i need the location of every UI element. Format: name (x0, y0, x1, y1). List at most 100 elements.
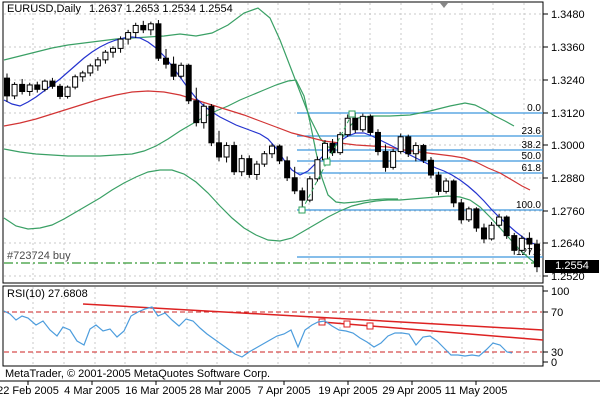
candle-bearish (299, 190, 306, 201)
candle-bearish (215, 142, 222, 158)
fib-level-label: 38.2 (522, 140, 542, 151)
candle-bullish (465, 208, 472, 221)
candle-bearish (291, 177, 298, 192)
candle-bearish (473, 208, 480, 229)
chart-shift-marker-icon (440, 3, 448, 8)
trendline-drag-handle[interactable] (366, 322, 374, 330)
candle-bearish (405, 136, 412, 155)
fib-level-label: 61.8 (522, 163, 542, 174)
chart-ohlc-values: 1.2637 1.2653 1.2534 1.2554 (88, 3, 233, 15)
date-axis-label: 4 Mar 2005 (64, 385, 120, 397)
candle-bullish (178, 64, 185, 77)
price-axis-label: 1.2640 (551, 238, 585, 250)
rsi-axis-label: 70 (551, 307, 563, 319)
candle-bullish (79, 72, 86, 78)
candle-bullish (412, 145, 419, 155)
candle-bullish (72, 76, 79, 88)
candle-bullish (87, 65, 94, 74)
candle-bullish (125, 32, 132, 40)
candle-bullish (306, 178, 313, 201)
candle-bullish (94, 59, 101, 67)
candle-bullish (359, 115, 366, 131)
fib-level-label: 100.0 (516, 200, 541, 211)
candle-bullish (496, 216, 503, 226)
buy-order-label: #723724 buy (7, 250, 71, 262)
candle-bearish (284, 160, 291, 179)
rsi-axis-label: 30 (551, 347, 563, 359)
fib-level-label: 127.2 (516, 247, 541, 258)
candle-bearish (435, 174, 442, 192)
candle-bullish (41, 80, 48, 90)
candle-bearish (170, 63, 177, 77)
candle-bearish (374, 131, 381, 153)
date-axis-label: 19 Apr 2005 (318, 385, 377, 397)
fib-level-label: 50.0 (522, 151, 542, 162)
fib-drag-handle[interactable] (323, 158, 331, 166)
candle-bearish (427, 159, 434, 176)
moving-average-blue (3, 36, 541, 247)
price-axis-label: 1.3480 (551, 9, 585, 21)
chart-symbol-label: EURUSD,Daily (7, 3, 81, 15)
moving-average-red (3, 90, 531, 191)
candle-bullish (117, 38, 124, 49)
candle-bearish (155, 23, 162, 59)
date-axis-label: 11 May 2005 (445, 385, 508, 397)
fib-level-label: 23.6 (522, 126, 542, 137)
rsi-axis-label: 100 (551, 286, 569, 298)
date-axis-label: 16 Mar 2005 (125, 385, 187, 397)
candle-bullish (321, 142, 328, 161)
candle-bearish (511, 235, 518, 251)
candle-bullish (64, 86, 71, 97)
candle-bearish (34, 84, 41, 90)
price-axis-label: 1.2880 (551, 173, 585, 185)
candle-bearish (49, 80, 56, 87)
candle-bearish (352, 117, 359, 131)
candle-bearish (526, 237, 533, 245)
price-axis-label: 1.2520 (551, 271, 585, 283)
candle-bullish (238, 158, 245, 173)
candle-bullish (253, 163, 260, 175)
rsi-axis-label: 0 (551, 357, 557, 369)
rsi-indicator-label: RSI(10) 27.6808 (7, 288, 88, 300)
fib-level-label: 0.0 (527, 103, 541, 114)
candle-bearish (185, 64, 192, 102)
candle-bullish (488, 224, 495, 240)
price-axis-label: 1.2760 (551, 206, 585, 218)
candle-bearish (329, 142, 336, 154)
bollinger-inner-band (3, 79, 398, 204)
rsi-line (3, 306, 513, 358)
bollinger-upper-band (3, 7, 515, 149)
candle-bullish (147, 23, 154, 31)
chart-title: EURUSD,Daily 1.2637 1.2653 1.2534 1.2554 (7, 3, 233, 16)
candle-bearish (208, 105, 215, 144)
fib-drag-handle[interactable] (298, 206, 306, 214)
candle-bullish (102, 51, 109, 61)
candle-bearish (533, 243, 540, 268)
fib-drag-handle[interactable] (348, 110, 356, 118)
candle-bearish (231, 145, 238, 173)
candle-bearish (246, 158, 253, 175)
copyright-footer: MetaTrader, © 2001-2005 MetaQuotes Softw… (5, 368, 271, 380)
candle-bullish (268, 145, 275, 155)
candle-bearish (450, 180, 457, 204)
main-chart-pane[interactable] (2, 1, 544, 284)
trendline-drag-handle[interactable] (343, 320, 351, 328)
current-price-tag: 1.2554 (545, 260, 599, 273)
candle-bullish (314, 159, 321, 180)
candle-bullish (223, 145, 230, 158)
price-axis-label: 1.3360 (551, 42, 585, 54)
candle-bearish (420, 145, 427, 161)
candle-bullish (390, 151, 397, 168)
rsi-trendline (82, 303, 544, 331)
candle-bullish (26, 84, 33, 93)
candle-bullish (443, 180, 450, 192)
candle-bearish (162, 57, 169, 65)
candle-bearish (193, 100, 200, 124)
rsi-pane[interactable] (2, 285, 544, 367)
candle-bearish (382, 151, 389, 168)
candle-bearish (4, 77, 10, 97)
bollinger-lower-band (3, 169, 539, 266)
price-axis-label: 1.3000 (551, 140, 585, 152)
